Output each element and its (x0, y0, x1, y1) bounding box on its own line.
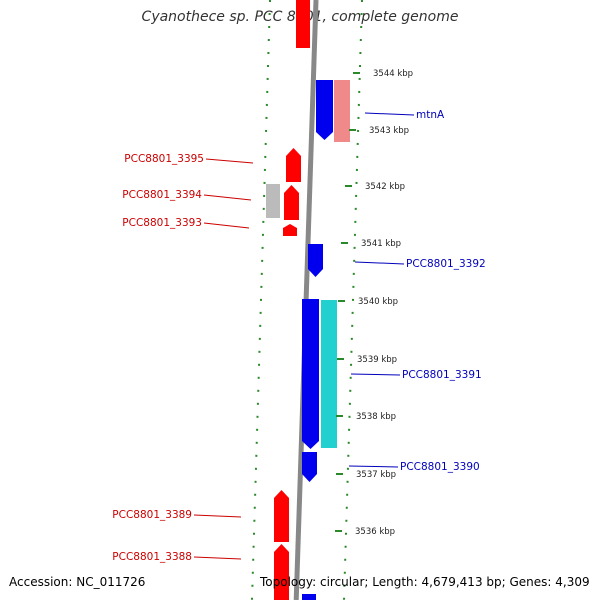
tick-label: 3541 kbp (361, 239, 401, 249)
gene-labels: PCC8801_3395 PCC8801_3394 PCC8801_3393 PCC8… (112, 109, 485, 563)
gene-label-left: PCC8801_3393 (122, 217, 202, 229)
gene-pcc8801-3389 (274, 490, 289, 542)
gene-label-left: PCC8801_3389 (112, 509, 192, 521)
gene-label-left: PCC8801_3395 (124, 153, 204, 165)
kbp-ticks: 3544 kbp 3543 kbp 3542 kbp 3541 kbp 3540 kbp… (335, 69, 413, 537)
leader-line (348, 465, 399, 468)
leader-line (203, 222, 250, 229)
tick-label: 3542 kbp (365, 182, 405, 192)
tick-label: 3540 kbp (358, 297, 398, 307)
feature-rings (251, 0, 363, 600)
leader-line (193, 514, 242, 518)
gene-label-left: PCC8801_3394 (122, 189, 202, 201)
gene-label-right: mtnA (416, 109, 445, 121)
cds-mtna (334, 80, 350, 142)
gene-pcc8801-3391 (302, 299, 319, 449)
gene-pcc8801-3395 (286, 148, 301, 182)
tick-label: 3539 kbp (357, 355, 397, 365)
leader-line (205, 158, 254, 164)
cds-pcc8801-3394 (266, 184, 280, 218)
tick-label: 3537 kbp (356, 470, 396, 480)
gene-label-right: PCC8801_3392 (406, 258, 486, 270)
tick-label: 3544 kbp (373, 69, 413, 79)
accession-text: Accession: NC_011726 (9, 575, 146, 589)
topology-text: Topology: circular; Length: 4,679,413 bp… (260, 575, 590, 589)
tick-label: 3538 kbp (356, 412, 396, 422)
gene-mtna (316, 80, 333, 140)
left-ring (251, 0, 271, 600)
gene-label-left: PCC8801_3388 (112, 551, 192, 563)
gene-features (266, 0, 350, 600)
cds-pcc8801-3391 (321, 300, 337, 448)
gene-pcc8801-3390 (302, 452, 317, 482)
leader-line (203, 194, 252, 201)
gene-pcc8801-3388 (274, 544, 289, 600)
leader-line (354, 261, 405, 265)
gene-label-right: PCC8801_3391 (402, 369, 482, 381)
gene-pcc8801-3392 (308, 244, 323, 277)
gene-pcc8801-3394 (284, 185, 299, 220)
leader-line (364, 112, 415, 116)
gene-pcc8801-3393 (283, 224, 297, 236)
gene-label-right: PCC8801_3390 (400, 461, 480, 473)
leader-line (350, 373, 401, 376)
leader-line (193, 556, 242, 560)
tick-label: 3536 kbp (355, 527, 395, 537)
tick-label: 3543 kbp (369, 126, 409, 136)
gene-forward (296, 0, 310, 48)
gene-reverse-partial (302, 594, 316, 600)
right-ring (343, 0, 363, 600)
